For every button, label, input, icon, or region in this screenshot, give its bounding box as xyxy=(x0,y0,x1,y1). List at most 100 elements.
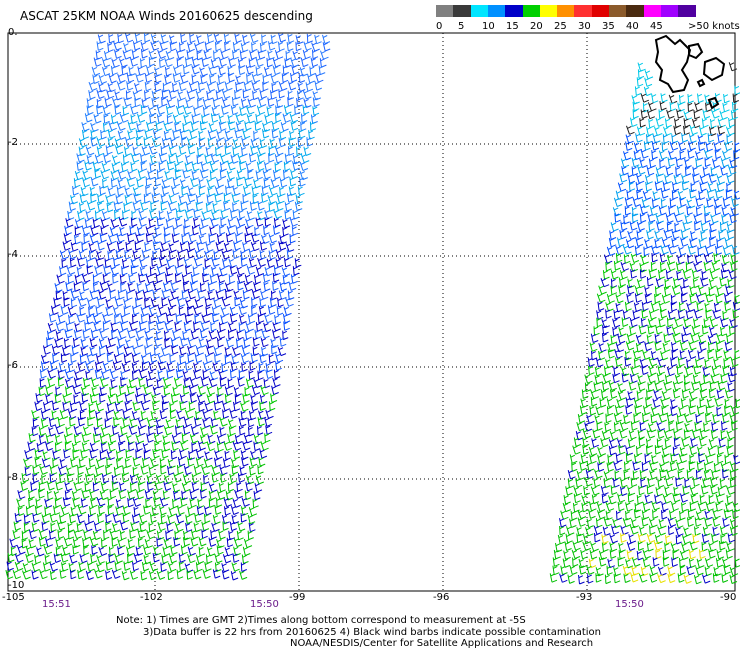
wind-barb xyxy=(85,467,94,477)
wind-barb xyxy=(664,542,671,553)
wind-barb xyxy=(132,346,141,356)
wind-barb xyxy=(227,433,235,444)
wind-barb xyxy=(242,242,250,252)
wind-barb xyxy=(222,554,232,564)
wind-barb xyxy=(140,571,148,581)
wind-barb xyxy=(585,527,594,537)
wind-barb xyxy=(286,193,294,203)
wind-barb xyxy=(727,373,736,383)
wind-barb xyxy=(114,209,121,220)
wind-barb xyxy=(275,98,284,109)
wind-barb xyxy=(661,141,668,152)
wind-barb xyxy=(137,537,145,548)
wind-barb xyxy=(626,293,634,304)
wind-barb xyxy=(682,326,692,336)
wind-barb xyxy=(695,414,703,424)
wind-barb xyxy=(272,281,279,291)
wind-barb xyxy=(681,437,690,447)
wind-barb xyxy=(625,405,633,415)
wind-barb xyxy=(694,102,703,112)
wind-barb xyxy=(597,454,605,465)
wind-barb xyxy=(657,566,667,576)
wind-barb xyxy=(209,274,218,284)
wind-barb xyxy=(598,557,607,567)
wind-barb xyxy=(150,513,157,523)
wind-barb xyxy=(148,466,156,476)
wind-barb xyxy=(21,473,29,483)
wind-barb xyxy=(105,561,113,571)
wind-barb xyxy=(210,59,219,69)
wind-barb xyxy=(78,138,88,148)
wind-barb xyxy=(658,318,666,328)
wind-barb xyxy=(117,330,127,340)
wind-barb xyxy=(133,553,143,563)
wind-barb xyxy=(626,541,636,551)
wind-barb xyxy=(112,425,119,435)
wind-barb xyxy=(300,121,307,132)
wind-barb xyxy=(720,318,729,328)
wind-barb xyxy=(273,217,281,228)
wind-barb xyxy=(148,50,157,60)
wind-barb xyxy=(705,309,712,319)
wind-barb xyxy=(674,118,682,128)
wind-barb xyxy=(613,461,622,471)
wind-barb xyxy=(141,562,150,572)
wind-barb xyxy=(202,273,209,283)
wind-barb xyxy=(689,501,696,512)
wind-barb xyxy=(259,250,267,260)
wind-barb xyxy=(90,329,99,339)
wind-barb xyxy=(140,58,147,68)
wind-barb xyxy=(664,174,672,184)
wind-barb xyxy=(193,217,201,228)
wind-barb xyxy=(622,310,630,320)
wind-barb xyxy=(250,242,260,252)
wind-barb xyxy=(161,97,168,107)
wind-barb xyxy=(709,270,718,280)
wind-barb xyxy=(196,146,204,157)
wind-barb xyxy=(64,482,73,492)
wind-barb xyxy=(651,150,658,160)
wind-barb xyxy=(247,314,256,324)
wind-barb xyxy=(49,570,57,581)
wind-barb xyxy=(713,253,721,263)
wind-barb xyxy=(683,413,693,423)
wind-barb xyxy=(100,218,109,228)
wind-barb xyxy=(144,33,151,43)
wind-barb xyxy=(645,397,652,407)
wind-barb xyxy=(132,187,142,197)
wind-barb xyxy=(152,281,162,291)
y-label-minus6: -6 xyxy=(8,360,18,371)
wind-barb xyxy=(146,481,154,491)
wind-barb xyxy=(220,209,229,219)
wind-barb xyxy=(241,345,250,356)
wind-barb xyxy=(206,90,214,101)
wind-barb xyxy=(661,390,671,401)
wind-barb xyxy=(621,373,629,383)
wind-barb xyxy=(648,269,657,279)
wind-barb xyxy=(132,250,141,260)
wind-barb xyxy=(208,233,215,244)
wind-barb xyxy=(642,102,650,113)
wind-barb xyxy=(663,381,672,391)
wind-barb xyxy=(282,65,289,75)
wind-barb xyxy=(302,49,311,60)
wind-barb xyxy=(730,421,738,431)
wind-barb xyxy=(63,449,71,459)
wind-barb xyxy=(200,321,209,331)
wind-barb xyxy=(605,309,612,319)
wind-barb xyxy=(610,335,618,345)
wind-barb xyxy=(135,329,144,339)
wind-barb xyxy=(633,509,641,519)
wind-barb xyxy=(672,389,681,399)
wind-barb xyxy=(708,494,715,505)
wind-barb xyxy=(714,205,721,216)
wind-barb xyxy=(45,393,53,404)
wind-barb xyxy=(206,394,215,404)
wind-barb xyxy=(157,361,166,371)
wind-barb xyxy=(712,517,720,527)
wind-barb xyxy=(118,489,126,500)
wind-barb xyxy=(669,510,677,520)
wind-barb xyxy=(113,466,121,477)
wind-barb xyxy=(116,81,126,91)
wind-barb xyxy=(225,491,233,501)
